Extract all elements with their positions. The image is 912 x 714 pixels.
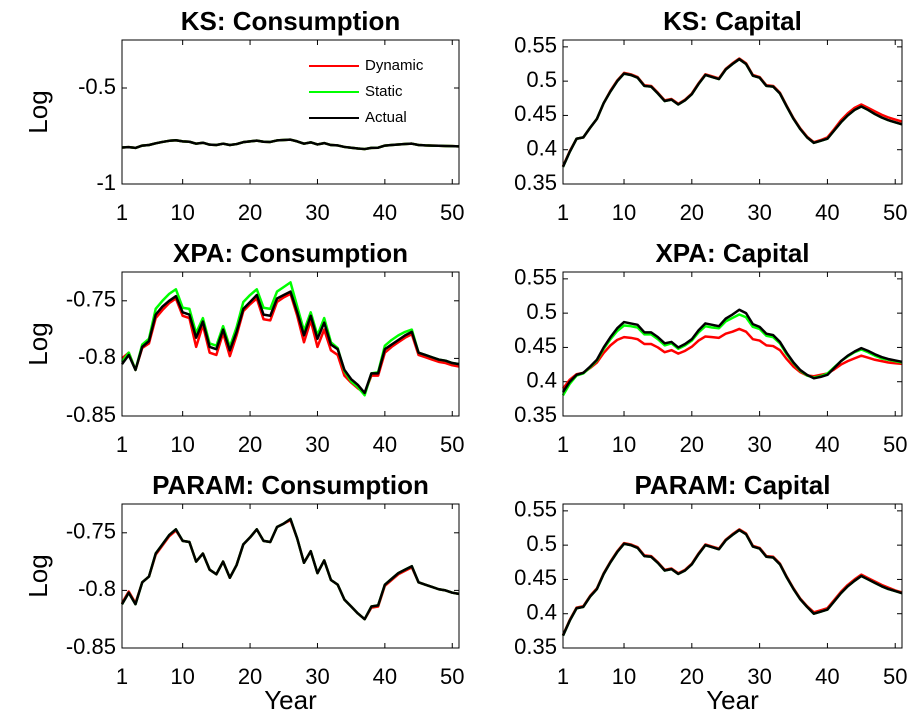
x-tick-label: 40 — [373, 200, 397, 225]
y-tick-label: 0.45 — [514, 333, 557, 358]
x-tick-label: 10 — [612, 664, 636, 689]
data-line — [561, 308, 903, 393]
x-tick-label: 20 — [238, 432, 262, 457]
data-line — [120, 517, 460, 621]
panel: XPA: Capital 1 10 20 30 40 50 0.35 0.4 0.45 0.5 0.5… — [514, 238, 907, 457]
x-tick-label: 30 — [305, 432, 329, 457]
legend-label: Dynamic — [365, 57, 424, 74]
y-axis-label: Log — [23, 90, 53, 133]
x-tick-label: 30 — [747, 664, 771, 689]
x-tick-label: 20 — [680, 664, 704, 689]
panel-title: XPA: Consumption — [173, 238, 408, 268]
x-tick-label: 1 — [557, 200, 569, 225]
axes-box — [562, 39, 903, 185]
x-tick-label: 10 — [170, 200, 194, 225]
x-tick-label: 50 — [440, 432, 464, 457]
y-tick-label: 0.55 — [514, 497, 557, 522]
x-axis-label: Year — [706, 685, 759, 714]
axes-box — [562, 271, 903, 417]
y-tick-label: 0.45 — [514, 565, 557, 590]
x-tick-label: 50 — [883, 664, 907, 689]
x-tick-label: 40 — [815, 432, 839, 457]
y-tick-label: -0.75 — [66, 519, 116, 544]
plot-area — [122, 504, 459, 648]
y-tick-label: 0.4 — [526, 136, 557, 161]
axes-box — [121, 503, 460, 649]
x-tick-label: 30 — [747, 432, 771, 457]
y-tick-label: 0.35 — [514, 634, 557, 659]
x-tick-label: 20 — [680, 432, 704, 457]
y-tick-label: 0.5 — [526, 299, 557, 324]
x-tick-label: 50 — [883, 432, 907, 457]
x-tick-label: 40 — [815, 664, 839, 689]
data-line — [120, 281, 460, 397]
y-axis-label: Log — [23, 322, 53, 365]
x-tick-label: 30 — [305, 664, 329, 689]
panel-title: PARAM: Capital — [635, 470, 831, 500]
panel-title: KS: Consumption — [181, 6, 401, 36]
y-tick-label: 0.55 — [514, 33, 557, 58]
axes-box — [121, 39, 460, 185]
axes-box — [562, 503, 903, 649]
plot-area — [563, 504, 902, 648]
data-line — [561, 57, 903, 168]
x-tick-label: 1 — [557, 432, 569, 457]
x-tick-label: 50 — [440, 664, 464, 689]
x-tick-label: 50 — [883, 200, 907, 225]
x-tick-label: 10 — [170, 664, 194, 689]
x-tick-label: 40 — [815, 200, 839, 225]
x-tick-label: 20 — [238, 200, 262, 225]
y-tick-label: 0.4 — [526, 600, 557, 625]
plot-area — [563, 272, 902, 416]
legend: Dynamic Static Actual — [309, 57, 424, 126]
panel: KS: Capital 1 10 20 30 40 50 0.35 0.4 0.45 0.5 0.55 — [514, 6, 907, 225]
y-tick-label: -0.85 — [66, 634, 116, 659]
y-tick-label: -1 — [96, 170, 116, 195]
y-tick-label: 0.5 — [526, 67, 557, 92]
panel: XPA: Consumption 1 10 20 30 40 50 -0.85 -0.8 -0.7… — [23, 238, 465, 457]
y-tick-label: 0.55 — [514, 265, 557, 290]
axes-box — [121, 271, 460, 417]
data-line — [561, 528, 903, 637]
x-tick-label: 1 — [116, 432, 128, 457]
y-tick-label: -0.5 — [78, 74, 116, 99]
panel-title: XPA: Capital — [655, 238, 809, 268]
data-line — [562, 327, 903, 390]
y-tick-label: -0.85 — [66, 402, 116, 427]
y-tick-label: 0.35 — [514, 402, 557, 427]
panel-title: PARAM: Consumption — [152, 470, 429, 500]
y-tick-label: 0.5 — [526, 531, 557, 556]
legend-label: Static — [365, 83, 403, 100]
y-tick-label: -0.75 — [66, 287, 116, 312]
y-tick-label: -0.8 — [78, 576, 116, 601]
x-tick-label: 1 — [116, 200, 128, 225]
data-line — [120, 290, 460, 395]
y-tick-label: 0.4 — [526, 368, 557, 393]
y-tick-label: 0.45 — [514, 101, 557, 126]
x-tick-label: 1 — [557, 664, 569, 689]
y-axis-label: Log — [23, 554, 53, 597]
x-tick-label: 10 — [612, 432, 636, 457]
panel: PARAM: Capital 1 10 20 30 40 50 0.35 0.4 0.45 0.5 0… — [514, 470, 907, 714]
y-tick-label: 0.35 — [514, 170, 557, 195]
x-tick-label: 20 — [680, 200, 704, 225]
y-tick-label: -0.8 — [78, 344, 116, 369]
plot-area — [122, 40, 459, 184]
x-tick-label: 1 — [116, 664, 128, 689]
data-line — [121, 138, 460, 151]
x-tick-label: 30 — [747, 200, 771, 225]
panel-title: KS: Capital — [663, 6, 802, 36]
x-axis-label: Year — [264, 685, 317, 714]
panel: KS: Consumption 1 10 20 30 40 50 -1 -0.5 Log Dynam… — [23, 6, 465, 225]
legend-label: Actual — [365, 109, 407, 126]
x-tick-label: 30 — [305, 200, 329, 225]
x-tick-label: 40 — [373, 664, 397, 689]
x-tick-label: 10 — [612, 200, 636, 225]
x-tick-label: 20 — [238, 664, 262, 689]
x-tick-label: 50 — [440, 200, 464, 225]
x-tick-label: 40 — [373, 432, 397, 457]
x-tick-label: 10 — [170, 432, 194, 457]
panel: PARAM: Consumption 1 10 20 30 40 50 -0.85 -0.8 -0… — [23, 470, 465, 714]
